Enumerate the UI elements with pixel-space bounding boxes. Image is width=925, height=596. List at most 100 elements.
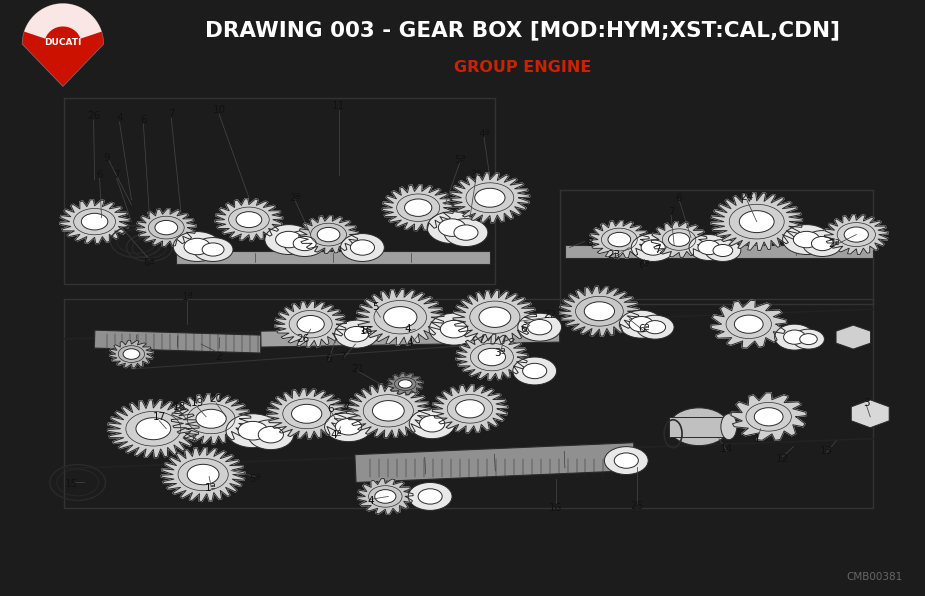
Ellipse shape <box>438 219 465 237</box>
Polygon shape <box>357 479 413 514</box>
Polygon shape <box>851 400 889 428</box>
Polygon shape <box>824 215 888 254</box>
Polygon shape <box>60 200 130 244</box>
Text: 1ª: 1ª <box>205 483 216 493</box>
Polygon shape <box>171 394 251 443</box>
Ellipse shape <box>236 212 262 228</box>
Ellipse shape <box>335 320 378 348</box>
Ellipse shape <box>340 234 385 262</box>
Ellipse shape <box>620 311 663 338</box>
Ellipse shape <box>336 418 362 435</box>
Text: 7: 7 <box>168 109 175 119</box>
Ellipse shape <box>203 243 224 256</box>
Text: 6: 6 <box>96 170 103 180</box>
Text: CMB00381: CMB00381 <box>846 572 903 582</box>
Ellipse shape <box>444 219 487 247</box>
Ellipse shape <box>641 240 665 255</box>
Polygon shape <box>216 198 283 241</box>
Ellipse shape <box>193 238 233 262</box>
Ellipse shape <box>721 414 737 440</box>
Ellipse shape <box>420 415 445 432</box>
Text: 7: 7 <box>113 170 120 180</box>
Ellipse shape <box>456 400 485 418</box>
Text: 6ª: 6ª <box>638 324 650 334</box>
Text: 2ª: 2ª <box>289 193 301 203</box>
Polygon shape <box>669 417 729 437</box>
Text: 22: 22 <box>543 311 556 320</box>
Ellipse shape <box>585 302 614 321</box>
Polygon shape <box>731 393 807 440</box>
Ellipse shape <box>669 233 690 246</box>
Polygon shape <box>711 300 786 348</box>
Text: 24: 24 <box>740 192 753 201</box>
Polygon shape <box>589 221 649 259</box>
Text: 3ª: 3ª <box>470 170 482 180</box>
Text: 6: 6 <box>676 193 683 203</box>
Polygon shape <box>564 245 873 258</box>
Text: 6: 6 <box>327 404 334 414</box>
Text: 6: 6 <box>326 354 332 364</box>
Polygon shape <box>137 209 196 247</box>
Text: 4: 4 <box>117 113 123 123</box>
Text: 10: 10 <box>213 105 226 115</box>
Text: 16: 16 <box>549 504 562 513</box>
Text: DUCATI: DUCATI <box>44 38 81 47</box>
Text: 8: 8 <box>586 238 593 247</box>
Text: 9: 9 <box>104 153 110 163</box>
Ellipse shape <box>629 316 653 332</box>
Ellipse shape <box>669 408 729 446</box>
Polygon shape <box>432 385 508 433</box>
Text: 5ª: 5ª <box>249 473 261 483</box>
Text: 4ª: 4ª <box>331 430 342 440</box>
Polygon shape <box>382 185 454 231</box>
Text: GROUP ENGINE: GROUP ENGINE <box>454 60 591 74</box>
Text: 2ª: 2ª <box>829 238 840 249</box>
Text: 12: 12 <box>776 454 789 464</box>
Text: 6: 6 <box>521 324 527 334</box>
Text: 21: 21 <box>351 364 364 374</box>
Text: 26: 26 <box>296 334 309 344</box>
Polygon shape <box>388 373 423 395</box>
Polygon shape <box>161 448 245 501</box>
Ellipse shape <box>187 464 219 485</box>
Text: 4: 4 <box>405 324 412 334</box>
Text: 14: 14 <box>721 443 734 454</box>
Text: 6: 6 <box>140 115 147 125</box>
Ellipse shape <box>518 313 561 341</box>
Polygon shape <box>347 384 430 437</box>
Polygon shape <box>24 4 102 39</box>
PathPatch shape <box>22 4 104 86</box>
Polygon shape <box>355 443 635 483</box>
Ellipse shape <box>196 409 227 429</box>
Text: 7: 7 <box>339 352 346 362</box>
Text: 7: 7 <box>343 402 350 412</box>
Ellipse shape <box>173 232 221 262</box>
Polygon shape <box>267 389 347 439</box>
Text: 4ª: 4ª <box>478 129 489 139</box>
Ellipse shape <box>527 319 551 335</box>
Ellipse shape <box>238 421 267 440</box>
Ellipse shape <box>631 234 675 262</box>
Ellipse shape <box>404 199 432 216</box>
Polygon shape <box>453 290 536 344</box>
Text: 5: 5 <box>372 302 378 312</box>
Text: 2: 2 <box>216 352 222 362</box>
Ellipse shape <box>734 315 763 333</box>
Text: 4: 4 <box>367 496 374 507</box>
Ellipse shape <box>645 321 666 334</box>
Ellipse shape <box>774 324 815 350</box>
Ellipse shape <box>739 210 774 232</box>
Ellipse shape <box>418 489 442 504</box>
Polygon shape <box>299 216 358 253</box>
Text: 11: 11 <box>332 101 345 111</box>
Ellipse shape <box>454 225 478 240</box>
Text: 17: 17 <box>153 412 166 422</box>
Text: 20: 20 <box>209 394 223 404</box>
Ellipse shape <box>689 235 729 260</box>
Polygon shape <box>836 325 870 349</box>
Ellipse shape <box>373 401 404 421</box>
Text: 19: 19 <box>191 398 204 408</box>
Ellipse shape <box>408 483 452 510</box>
Ellipse shape <box>475 188 505 207</box>
Text: 25: 25 <box>631 501 644 511</box>
